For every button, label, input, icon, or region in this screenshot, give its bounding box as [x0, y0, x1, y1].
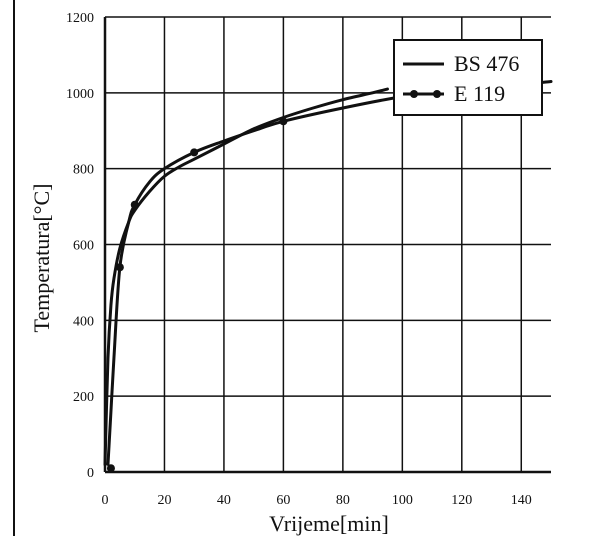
x-axis-title: Vrijeme[min]: [269, 511, 389, 536]
y-tick-label-800: 800: [73, 163, 94, 178]
legend-label-e-119: E 119: [454, 81, 505, 106]
x-tick-label-120: 120: [451, 493, 472, 508]
y-tick-label-600: 600: [73, 239, 94, 254]
series-point-e-119-2: [115, 263, 124, 272]
series-point-e-119-4: [190, 148, 199, 157]
x-tick-label-80: 80: [336, 493, 350, 508]
tick-labels: 0 20 40 60 80 100 120 140 0 200 400 600 800 1000 1200: [66, 11, 532, 508]
series-point-e-119-5: [279, 117, 288, 126]
x-tick-label-0: 0: [102, 493, 109, 508]
legend-marker-e-119-right: [433, 90, 441, 98]
axes: [103, 17, 551, 474]
x-tick-label-60: 60: [276, 493, 290, 508]
y-tick-label-0: 0: [87, 466, 94, 481]
x-tick-label-100: 100: [392, 493, 413, 508]
y-tick-label-200: 200: [73, 390, 94, 405]
legend-label-bs-476: BS 476: [454, 51, 519, 76]
legend-marker-e-119-left: [410, 90, 418, 98]
y-tick-label-1200: 1200: [66, 11, 94, 26]
series-line-bs-476: [103, 87, 389, 466]
y-axis-title: Temperatura[°C]: [29, 184, 54, 333]
y-tick-label-400: 400: [73, 314, 94, 329]
series-point-e-119-3: [130, 200, 139, 209]
series-point-e-119-1: [106, 464, 115, 473]
legend-box: [393, 39, 543, 116]
x-tick-label-140: 140: [511, 493, 532, 508]
chart-legend: BS 476 E 119: [393, 39, 543, 116]
x-tick-label-20: 20: [157, 493, 171, 508]
x-tick-label-40: 40: [217, 493, 231, 508]
y-tick-label-1000: 1000: [66, 87, 94, 102]
